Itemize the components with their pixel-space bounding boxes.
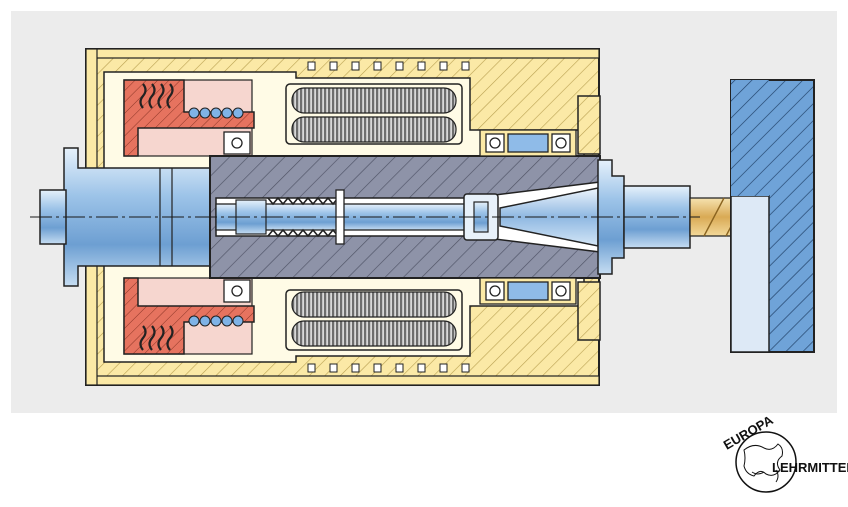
motor-stator-upper xyxy=(285,83,463,145)
front-bearings xyxy=(479,129,577,305)
motor-stator-lower xyxy=(285,289,463,351)
europa-lehrmittel-logo: EUROPA LEHRMITTEL xyxy=(721,412,848,493)
rear-bearings xyxy=(223,131,251,303)
workpiece xyxy=(730,79,815,353)
logo-right-text: LEHRMITTEL xyxy=(772,460,848,475)
globe-icon xyxy=(735,431,797,493)
